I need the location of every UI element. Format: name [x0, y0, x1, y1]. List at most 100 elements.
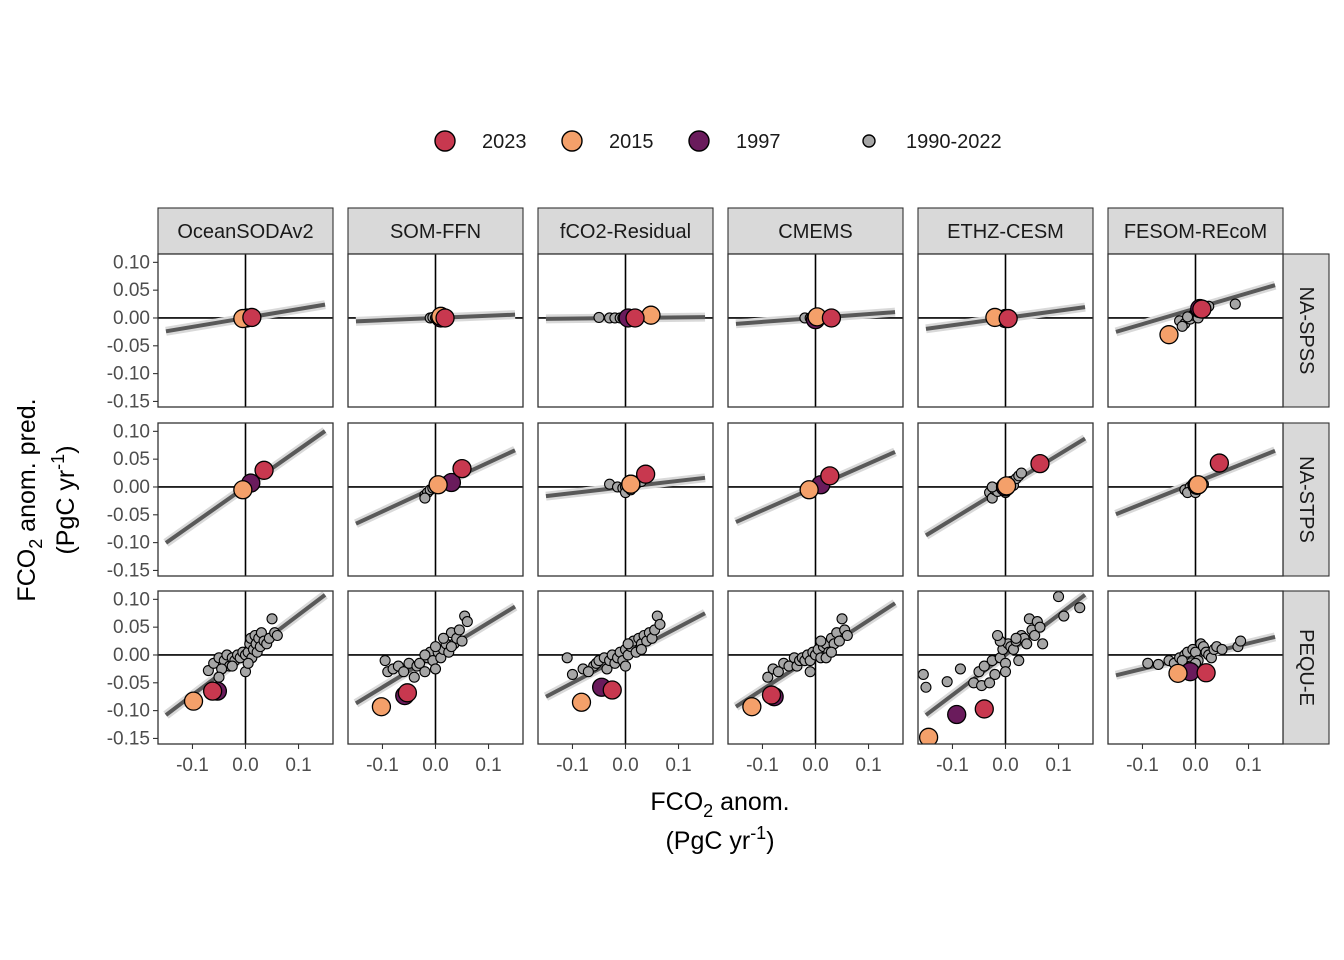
- point-1990-2022: [561, 652, 573, 664]
- point-2015: [1159, 325, 1179, 345]
- panel-border: [917, 422, 1094, 577]
- panel-NA-SPSS-OceanSODAv2: [157, 253, 334, 408]
- panel-NA-SPSS-fCO2-Residual: [537, 253, 714, 408]
- panel-PEQU-E-SOM-FFN: [347, 590, 524, 745]
- panel-NA-STPS-SOM-FFN: [347, 422, 524, 577]
- point-1990-2022: [213, 671, 225, 683]
- point-2023: [242, 307, 262, 328]
- panel-border: [1107, 253, 1284, 408]
- y-tick-label: -0.10: [107, 701, 150, 722]
- point-1990-2022: [419, 666, 431, 678]
- y-tick-label: -0.15: [107, 560, 150, 581]
- x-tick-label: 0.1: [475, 755, 501, 776]
- panel-border: [537, 422, 714, 577]
- point-1990-2022: [989, 668, 1001, 681]
- y-tick-label: -0.05: [107, 505, 150, 526]
- panel-NA-STPS-OceanSODAv2: [157, 422, 334, 577]
- point-2023: [998, 308, 1018, 329]
- point-1990-2022: [429, 663, 442, 675]
- column-strip-FESOM-REcoM: [1107, 207, 1284, 255]
- panel-border: [537, 590, 714, 745]
- point-2015: [571, 692, 592, 712]
- panel-border: [727, 422, 904, 577]
- point-2023: [602, 680, 622, 700]
- legend-label-2023: 2023: [482, 131, 527, 153]
- panel-PEQU-E-ETHZ-CESM: [917, 590, 1094, 745]
- y-tick-label: -0.10: [107, 533, 150, 554]
- plot-panels: OceanSODAv2 SOM-FFN fCO2-Residual CMEMS ETHZ…: [107, 207, 1330, 776]
- panel-PEQU-E-CMEMS: [727, 590, 904, 745]
- point-2023: [761, 685, 782, 705]
- point-1990-2022: [841, 629, 853, 642]
- point-2015: [428, 475, 448, 495]
- point-1990-2022: [1021, 638, 1033, 650]
- point-2015: [233, 480, 253, 500]
- y-tick-label: 0.10: [113, 421, 150, 442]
- point-1990-2022: [419, 492, 431, 504]
- y-tick-label: 0.05: [113, 449, 150, 470]
- point-2015: [621, 474, 641, 494]
- point-1990-2022: [920, 681, 932, 693]
- panel-border: [347, 590, 524, 745]
- point-1990-2022: [954, 663, 966, 675]
- panel-PEQU-E-fCO2-Residual: [537, 590, 714, 745]
- point-1990-2022: [654, 618, 666, 630]
- point-1990-2022: [271, 629, 283, 642]
- point-1990-2022: [379, 654, 391, 667]
- point-1990-2022: [622, 638, 634, 650]
- point-2023: [636, 464, 656, 484]
- row-strip-label: PEQU-E: [1295, 629, 1317, 706]
- x-axis-title-line2: (PgC yr-1): [665, 823, 774, 855]
- x-tick-label: 0.0: [802, 755, 828, 776]
- x-tick-label: -0.1: [176, 755, 209, 776]
- y-axis-title-line1: FCO2 anom. pred.: [13, 398, 46, 601]
- point-2023: [1196, 663, 1216, 683]
- point-1990-2022: [226, 660, 238, 672]
- y-tick-label: 0.00: [113, 477, 150, 498]
- column-strip-label: ETHZ-CESM: [947, 221, 1064, 243]
- x-tick-label: -0.1: [936, 755, 969, 776]
- point-1990-2022: [398, 666, 410, 678]
- x-tick-label: 0.0: [992, 755, 1018, 776]
- point-2023: [1192, 299, 1212, 319]
- point-1990-2022: [456, 635, 468, 647]
- point-1990-2022: [437, 632, 450, 644]
- point-1990-2022: [836, 613, 848, 625]
- y-tick-label: 0.10: [113, 589, 150, 610]
- point-1990-2022: [453, 624, 465, 636]
- point-1990-2022: [762, 671, 774, 683]
- point-2023: [202, 681, 223, 701]
- column-strip-label: CMEMS: [778, 221, 852, 243]
- point-1990-2022: [804, 666, 816, 678]
- panel-NA-SPSS-SOM-FFN: [347, 253, 524, 408]
- point-2015: [996, 476, 1017, 496]
- point-2023: [254, 460, 274, 480]
- point-1990-2022: [1010, 632, 1022, 644]
- x-tick-label: 0.0: [612, 755, 638, 776]
- row-strip-label: NA-SPSS: [1295, 287, 1317, 375]
- x-tick-label: 0.0: [422, 755, 448, 776]
- x-tick-label: 0.1: [855, 755, 881, 776]
- panel-NA-STPS-FESOM-REcoM: [1107, 422, 1284, 577]
- row-strip-NA-SPSS: [1282, 253, 1330, 408]
- column-strip-OceanSODAv2: [157, 207, 334, 255]
- panel-border: [1107, 422, 1284, 577]
- point-1990-2022: [986, 481, 998, 493]
- point-1997: [947, 704, 967, 725]
- legend-label-2015: 2015: [609, 131, 654, 153]
- point-1990-2022: [815, 635, 827, 647]
- panel-NA-STPS-fCO2-Residual: [537, 422, 714, 577]
- panel-NA-SPSS-FESOM-REcoM: [1107, 253, 1284, 408]
- y-tick-label: -0.05: [107, 336, 150, 357]
- point-2015: [371, 697, 392, 717]
- point-1990-2022: [1181, 311, 1194, 323]
- legend-key-2015: [561, 130, 583, 152]
- y-tick-label: -0.10: [107, 364, 150, 385]
- point-1990-2022: [1235, 635, 1247, 647]
- panel-border: [917, 590, 1094, 745]
- point-1990-2022: [1058, 610, 1070, 622]
- point-1990-2022: [978, 660, 990, 672]
- panel-NA-SPSS-CMEMS: [727, 253, 904, 408]
- point-1990-2022: [582, 666, 594, 678]
